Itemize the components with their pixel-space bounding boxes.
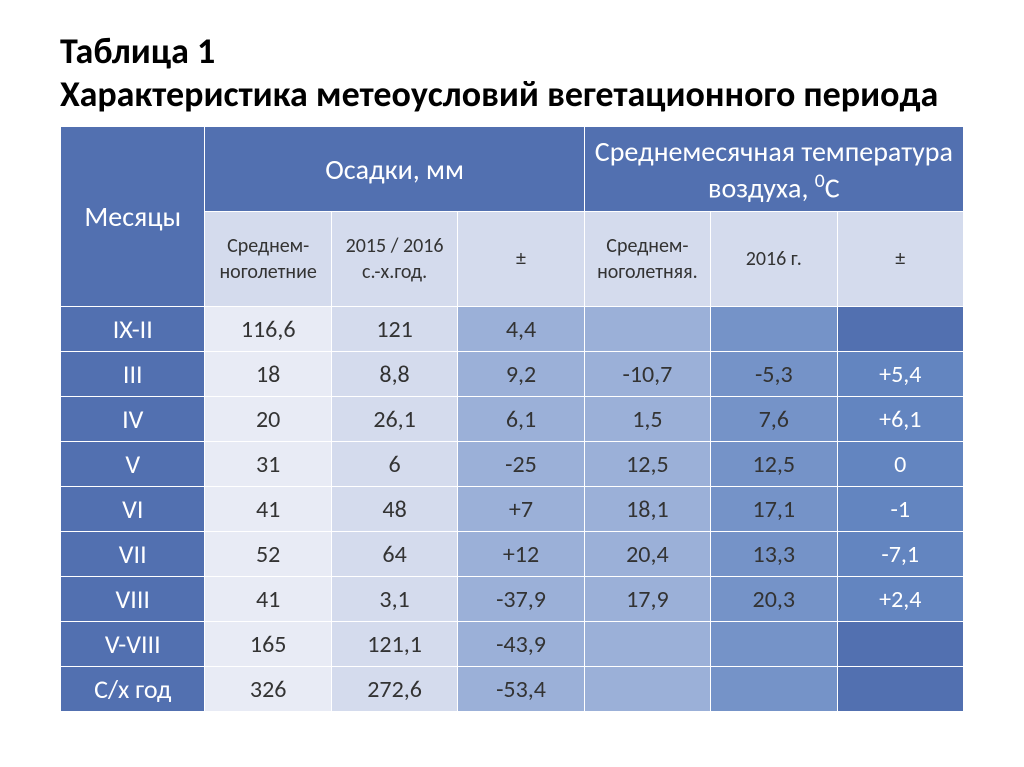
cell: 48 [331, 487, 457, 532]
row-label: С/х год [61, 667, 205, 712]
row-label: VII [61, 532, 205, 577]
row-label: VI [61, 487, 205, 532]
cell: -37,9 [458, 577, 584, 622]
cell: 4,4 [458, 307, 584, 352]
header-row-top: Месяцы Осадки, мм Среднемесячная темпера… [61, 127, 964, 212]
cell: 3,1 [331, 577, 457, 622]
cell: 18,1 [584, 487, 710, 532]
cell: -5,3 [711, 352, 837, 397]
subheader-year-temp: 2016 г. [711, 212, 837, 307]
subheader-diff2: ± [837, 212, 964, 307]
table-row: IV 20 26,1 6,1 1,5 7,6 +6,1 [61, 397, 964, 442]
cell: 31 [205, 442, 331, 487]
cell: 12,5 [584, 442, 710, 487]
header-temp: Среднемесячная температура воздуха, 0С [584, 127, 963, 212]
title-line1: Таблица 1 [60, 29, 215, 73]
cell: 17,1 [711, 487, 837, 532]
subheader-diff1: ± [458, 212, 584, 307]
cell: 6,1 [458, 397, 584, 442]
cell: -1 [837, 487, 964, 532]
cell: 12,5 [711, 442, 837, 487]
cell [584, 307, 710, 352]
table-row: IX-II 116,6 121 4,4 [61, 307, 964, 352]
header-months: Месяцы [61, 127, 205, 307]
table-row: VII 52 64 +12 20,4 13,3 -7,1 [61, 532, 964, 577]
cell: 20 [205, 397, 331, 442]
cell [837, 622, 964, 667]
table-row: VI 41 48 +7 18,1 17,1 -1 [61, 487, 964, 532]
table-row: III 18 8,8 9,2 -10,7 -5,3 +5,4 [61, 352, 964, 397]
cell [584, 667, 710, 712]
cell: 272,6 [331, 667, 457, 712]
cell: 26,1 [331, 397, 457, 442]
table-row: VIII 41 3,1 -37,9 17,9 20,3 +2,4 [61, 577, 964, 622]
cell: -53,4 [458, 667, 584, 712]
cell: -43,9 [458, 622, 584, 667]
header-temp-sup: 0 [815, 169, 825, 193]
cell: 121 [331, 307, 457, 352]
table-body: IX-II 116,6 121 4,4 III 18 8,8 9,2 -10,7… [61, 307, 964, 712]
cell: 9,2 [458, 352, 584, 397]
cell [837, 307, 964, 352]
row-label: IX-II [61, 307, 205, 352]
cell: -25 [458, 442, 584, 487]
cell: 116,6 [205, 307, 331, 352]
cell [711, 667, 837, 712]
title-line2: Характеристика метеоусловий вегетационно… [60, 72, 938, 116]
table-row: V 31 6 -25 12,5 12,5 0 [61, 442, 964, 487]
header-precip: Осадки, мм [205, 127, 584, 212]
cell: 18 [205, 352, 331, 397]
subheader-multiyear-temp: Среднем-ноголетняя. [584, 212, 710, 307]
cell: 41 [205, 487, 331, 532]
cell: +7 [458, 487, 584, 532]
cell [837, 667, 964, 712]
cell: -7,1 [837, 532, 964, 577]
cell: 20,3 [711, 577, 837, 622]
cell: 20,4 [584, 532, 710, 577]
cell: 0 [837, 442, 964, 487]
subheader-year-precip: 2015 / 2016 с.-х.год. [331, 212, 457, 307]
cell: 52 [205, 532, 331, 577]
cell: -10,7 [584, 352, 710, 397]
header-temp-prefix: Среднемесячная температура воздуха, [595, 134, 953, 205]
cell: 165 [205, 622, 331, 667]
cell: 326 [205, 667, 331, 712]
cell: 121,1 [331, 622, 457, 667]
cell: 64 [331, 532, 457, 577]
cell [711, 622, 837, 667]
meteo-table: Месяцы Осадки, мм Среднемесячная темпера… [60, 126, 964, 712]
cell: 41 [205, 577, 331, 622]
cell: +5,4 [837, 352, 964, 397]
cell: 6 [331, 442, 457, 487]
header-temp-suffix: С [825, 170, 840, 205]
row-label: III [61, 352, 205, 397]
row-label: VIII [61, 577, 205, 622]
cell: 8,8 [331, 352, 457, 397]
row-label: V [61, 442, 205, 487]
table-title: Таблица 1 Характеристика метеоусловий ве… [60, 30, 964, 116]
cell: +2,4 [837, 577, 964, 622]
cell [711, 307, 837, 352]
cell: 17,9 [584, 577, 710, 622]
table-row: С/х год 326 272,6 -53,4 [61, 667, 964, 712]
cell: 7,6 [711, 397, 837, 442]
cell [584, 622, 710, 667]
subheader-multiyear-precip: Среднем-ноголетние [205, 212, 331, 307]
cell: +12 [458, 532, 584, 577]
cell: +6,1 [837, 397, 964, 442]
row-label: V-VIII [61, 622, 205, 667]
row-label: IV [61, 397, 205, 442]
cell: 1,5 [584, 397, 710, 442]
cell: 13,3 [711, 532, 837, 577]
table-row: V-VIII 165 121,1 -43,9 [61, 622, 964, 667]
